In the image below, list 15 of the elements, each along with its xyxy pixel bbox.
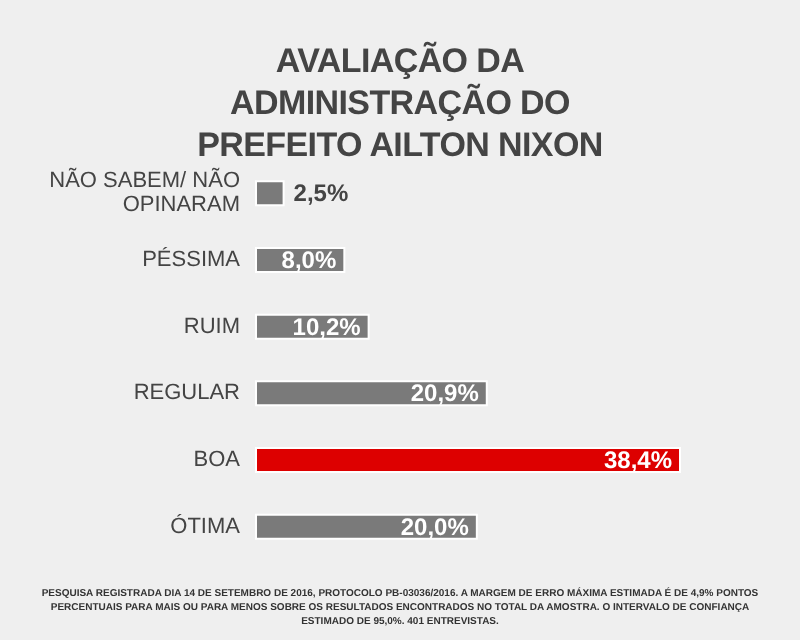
y-tick-label: REGULAR: [133, 381, 241, 406]
y-tick-label: ÓTIMA: [170, 512, 242, 539]
data-label: 20,0%: [400, 512, 470, 541]
chart-title: AVALIAÇÃO DA ADMINISTRAÇÃO DO PREFEITO AILTON NIXON: [195, 40, 605, 166]
data-label: 2,5%: [293, 179, 349, 208]
y-tick-label: NÃO SABEM/ NÃO OPINARAM: [49, 167, 241, 218]
data-label: 38,4%: [603, 446, 673, 474]
bar: [255, 447, 681, 473]
bar: [255, 180, 285, 207]
data-label: 20,9%: [410, 379, 480, 408]
data-label: 10,2%: [292, 312, 362, 341]
y-tick-label: PÉSSIMA: [142, 246, 242, 272]
data-label: 8,0%: [281, 246, 337, 274]
y-tick-label: RUIM: [183, 314, 240, 339]
y-tick-label: BOA: [193, 448, 242, 472]
